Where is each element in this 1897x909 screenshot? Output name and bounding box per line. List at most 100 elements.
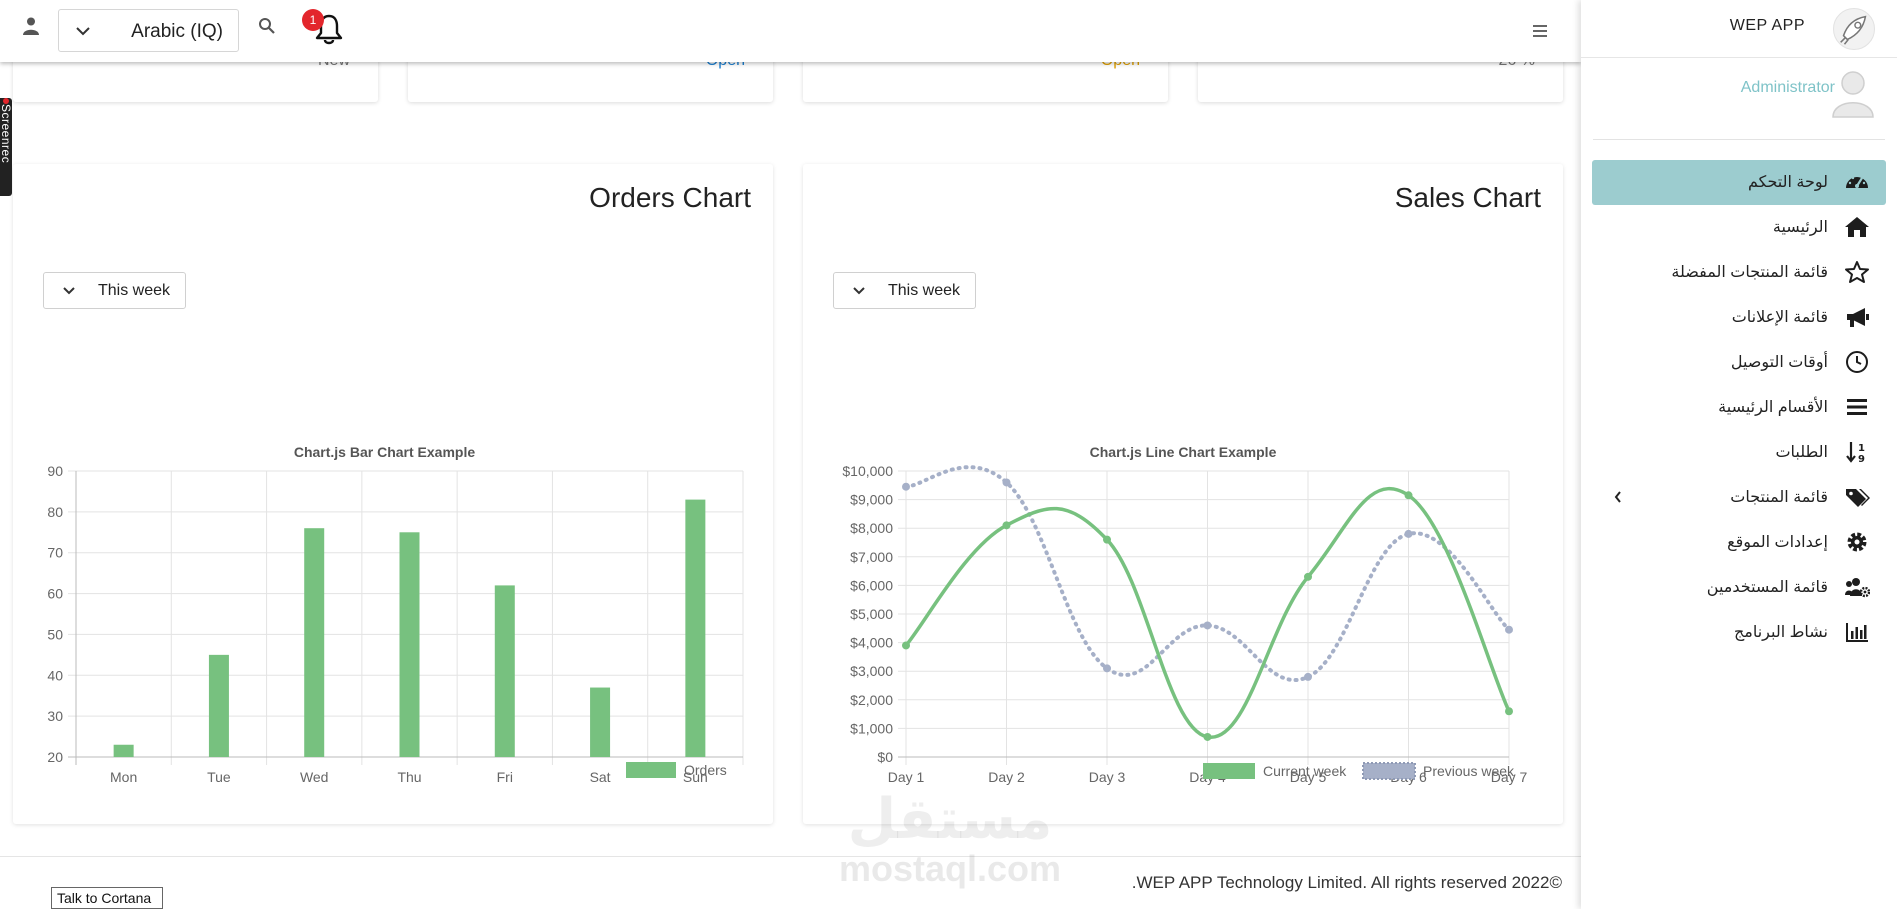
sidebar-item-label: قائمة المستخدمين xyxy=(1706,579,1828,596)
sidebar-item-label: قائمة الإعلانات xyxy=(1731,309,1828,326)
data-point xyxy=(1304,672,1312,681)
user-role[interactable]: Administrator xyxy=(1740,79,1835,96)
sidebar-item-label: الأقسام الرئيسية xyxy=(1718,399,1828,416)
data-point xyxy=(1002,521,1011,530)
footer-divider xyxy=(0,856,1581,857)
sidebar-item-site-settings[interactable]: إعدادات الموقع xyxy=(1592,520,1886,565)
y-tick-label: 90 xyxy=(47,463,63,479)
data-point xyxy=(902,641,910,650)
rocket-logo-icon[interactable] xyxy=(1833,8,1875,50)
sidebar-item-label: الرئيسية xyxy=(1772,219,1828,236)
sidebar-item-label: لوحة التحكم xyxy=(1747,174,1828,191)
sort-icon: 1 9 xyxy=(1846,442,1865,464)
notification-badge: 1 xyxy=(302,9,324,31)
screenrec-label: Screenrec xyxy=(0,104,12,164)
y-tick-label: $6,000 xyxy=(850,577,893,593)
record-dot-icon xyxy=(3,98,9,104)
bar-chart-icon xyxy=(1846,623,1868,642)
sidebar-item-delivery-times[interactable]: أوقات التوصيل xyxy=(1592,340,1886,385)
y-tick-label: 40 xyxy=(47,667,63,683)
sidebar-nav: لوحة التحكم الرئيسية قائمة المنتجات المف… xyxy=(1592,160,1886,655)
y-tick-label: $5,000 xyxy=(850,606,893,622)
x-tick-label: Sun xyxy=(683,769,708,785)
sidebar-item-orders[interactable]: 1 9 الطلبات xyxy=(1592,430,1886,475)
screenrec-tag[interactable]: Screenrec xyxy=(0,98,12,196)
y-tick-label: 50 xyxy=(47,626,63,642)
sidebar-item-home[interactable]: الرئيسية xyxy=(1592,205,1886,250)
sidebar: WEP APP Administrator لوحة التحكم الرئيس… xyxy=(1581,0,1897,909)
tags-icon xyxy=(1846,489,1870,507)
y-tick-label: $4,000 xyxy=(850,635,893,651)
x-tick-label: Day 3 xyxy=(1089,769,1126,785)
x-tick-label: Wed xyxy=(300,769,329,785)
search-icon[interactable] xyxy=(258,17,276,35)
home-icon xyxy=(1845,217,1869,237)
gear-icon xyxy=(1847,532,1867,552)
legend-swatch xyxy=(1362,762,1416,780)
x-tick-label: Day 2 xyxy=(988,769,1025,785)
sales-chart-card: Sales Chart This week Chart.js Line Char… xyxy=(803,164,1563,824)
hamburger-menu-icon[interactable] xyxy=(1532,24,1548,38)
chevron-left-icon[interactable] xyxy=(1613,490,1623,504)
orders-bar-chart: Chart.js Bar Chart Example 20 30 40 50 60 70 80… xyxy=(47,444,744,785)
y-tick-label: $2,000 xyxy=(850,692,893,708)
sidebar-header: WEP APP xyxy=(1581,0,1897,58)
orders-chart-card: Orders Chart This week Chart.js Bar Char… xyxy=(13,164,773,824)
data-point xyxy=(1203,621,1212,630)
sidebar-item-label: نشاط البرنامج xyxy=(1733,624,1828,641)
sidebar-item-label: قائمة المنتجات المفضلة xyxy=(1671,264,1828,281)
data-point xyxy=(902,482,910,491)
data-point xyxy=(1505,625,1513,634)
x-tick-label: Day 5 xyxy=(1290,769,1327,785)
sidebar-item-products[interactable]: قائمة المنتجات xyxy=(1592,475,1886,520)
chevron-down-icon xyxy=(853,287,865,295)
data-point xyxy=(1505,707,1513,716)
y-tick-label: 30 xyxy=(47,708,63,724)
language-select[interactable]: Arabic (IQ) xyxy=(58,9,239,52)
sidebar-item-label: قائمة المنتجات xyxy=(1730,489,1828,506)
x-tick-label: Day 1 xyxy=(888,769,925,785)
clock-icon xyxy=(1846,351,1868,373)
y-tick-label: $9,000 xyxy=(850,492,893,508)
sidebar-item-dashboard[interactable]: لوحة التحكم xyxy=(1592,160,1886,205)
data-point xyxy=(1404,491,1413,500)
orders-chart-title: Orders Chart xyxy=(589,182,751,213)
sidebar-item-label: الطلبات xyxy=(1775,444,1828,461)
legend-swatch xyxy=(626,762,676,778)
y-tick-label: $10,000 xyxy=(842,463,893,479)
sidebar-item-label: أوقات التوصيل xyxy=(1730,354,1828,371)
avatar-icon[interactable] xyxy=(1831,68,1875,118)
user-icon[interactable] xyxy=(22,16,40,36)
orders-period-select[interactable]: This week xyxy=(43,272,186,309)
sidebar-item-program-activity[interactable]: نشاط البرنامج xyxy=(1592,610,1886,655)
bar-chart-title: Chart.js Bar Chart Example xyxy=(294,444,475,460)
y-tick-label: $1,000 xyxy=(850,720,893,736)
y-tick-label: $0 xyxy=(877,749,893,765)
sidebar-item-main-sections[interactable]: الأقسام الرئيسية xyxy=(1592,385,1886,430)
cortana-button[interactable]: Talk to Cortana xyxy=(51,887,163,909)
y-tick-label: 80 xyxy=(47,504,63,520)
x-tick-label: Sat xyxy=(590,769,611,785)
bar xyxy=(113,744,134,757)
bar xyxy=(494,585,515,757)
data-point xyxy=(1002,478,1011,487)
svg-text:9: 9 xyxy=(1858,454,1865,464)
sales-chart-title: Sales Chart xyxy=(1394,182,1541,213)
sidebar-item-users[interactable]: قائمة المستخدمين xyxy=(1592,565,1886,610)
sidebar-item-ads[interactable]: قائمة الإعلانات xyxy=(1592,295,1886,340)
data-point xyxy=(1304,572,1312,581)
y-tick-label: $8,000 xyxy=(850,520,893,536)
data-point xyxy=(1103,664,1111,673)
bars-icon xyxy=(1847,399,1867,415)
x-tick-label: Day 7 xyxy=(1491,769,1528,785)
y-tick-label: $3,000 xyxy=(850,663,893,679)
bar xyxy=(304,528,325,757)
x-tick-label: Fri xyxy=(497,769,513,785)
sales-period-select[interactable]: This week xyxy=(833,272,976,309)
sidebar-divider xyxy=(1593,139,1885,140)
x-tick-label: Mon xyxy=(110,769,137,785)
legend-swatch xyxy=(1203,763,1255,779)
app-name[interactable]: WEP APP xyxy=(1729,17,1805,34)
bar xyxy=(399,532,420,757)
sidebar-item-favorites[interactable]: قائمة المنتجات المفضلة xyxy=(1592,250,1886,295)
